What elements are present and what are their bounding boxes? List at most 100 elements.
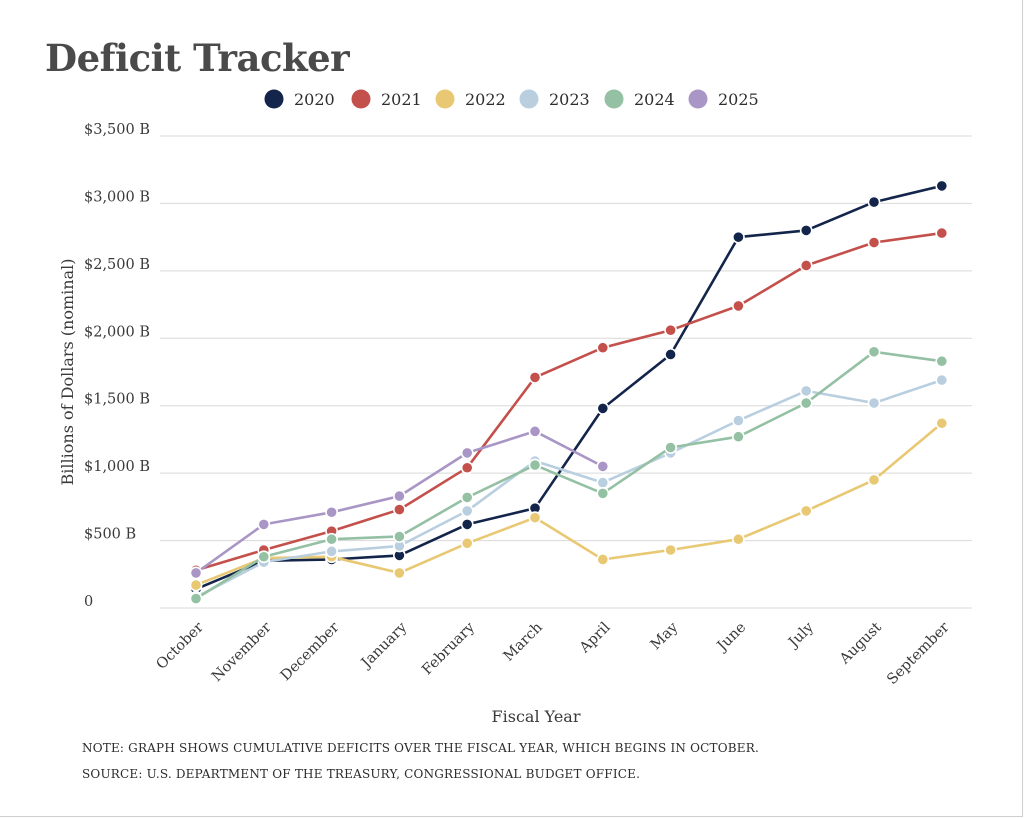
x-tick-label: July — [785, 619, 818, 652]
x-tick-label: February — [419, 619, 478, 678]
legend-marker — [688, 89, 708, 109]
data-point — [935, 416, 949, 430]
data-point — [867, 396, 881, 410]
series-line-2022 — [195, 422, 943, 587]
legend-item-2020: 2020 — [264, 89, 335, 109]
data-point — [257, 517, 271, 531]
x-tick-label: August — [836, 619, 885, 668]
y-tick-label: $1,000 B — [84, 459, 150, 475]
data-point — [460, 461, 474, 475]
grid-lines — [160, 135, 972, 609]
data-point — [325, 505, 338, 519]
x-tick-label: January — [357, 619, 411, 673]
x-tick-label: November — [209, 619, 275, 685]
y-tick-label: $2,500 B — [84, 257, 150, 273]
data-point — [596, 402, 610, 415]
data-point — [528, 458, 542, 472]
data-point — [460, 504, 474, 518]
legend-label: 2023 — [549, 90, 590, 109]
y-tick-label: $3,500 B — [84, 122, 150, 138]
data-point — [460, 446, 474, 460]
y-tick-label: $3,000 B — [84, 189, 150, 205]
data-point — [664, 323, 677, 337]
data-point — [596, 476, 610, 489]
x-tick-label: December — [278, 619, 343, 684]
footnote-note: NOTE: GRAPH SHOWS CUMULATIVE DEFICITS OV… — [82, 741, 760, 755]
data-point — [799, 504, 813, 518]
y-tick-label: 0 — [84, 594, 93, 610]
footnote-source: SOURCE: U.S. DEPARTMENT OF THE TREASURY,… — [82, 767, 641, 781]
y-tick-label: $2,000 B — [84, 324, 150, 340]
data-point — [799, 259, 813, 272]
series-line-2021 — [195, 231, 942, 572]
y-tick-label: $1,500 B — [84, 392, 150, 408]
data-point — [257, 550, 271, 564]
data-point — [596, 341, 610, 355]
y-axis-ticks: 0 $500 B $1,000 B $1,500 B $2,000 B $2,500 B $… — [84, 122, 150, 610]
y-axis-label: Billions of Dollars (nominal) — [58, 259, 77, 486]
data-point — [867, 195, 881, 209]
legend-label: 2022 — [465, 90, 506, 109]
legend-label: 2025 — [718, 90, 759, 109]
data-point — [732, 230, 745, 244]
data-point — [664, 441, 677, 454]
data-point — [528, 424, 542, 438]
data-point — [799, 396, 813, 410]
x-tick-label: June — [713, 620, 749, 656]
legend-item-2025: 2025 — [688, 89, 759, 109]
data-point — [392, 489, 406, 503]
legend-label: 2020 — [294, 90, 335, 109]
chart-title: Deficit Tracker — [45, 36, 350, 80]
series-line-2020 — [195, 184, 943, 591]
data-point — [935, 226, 949, 240]
series-2023 — [189, 373, 949, 604]
legend: 2020 2021 2022 2023 2024 2025 — [264, 89, 759, 109]
data-point — [460, 517, 474, 531]
data-point — [528, 370, 542, 384]
legend-label: 2024 — [634, 90, 675, 109]
series-line-2024 — [195, 350, 942, 600]
data-point — [732, 532, 745, 546]
series-2022 — [189, 416, 949, 592]
data-point — [325, 532, 338, 546]
data-point — [528, 511, 542, 525]
data-point — [460, 491, 474, 504]
data-point — [867, 473, 881, 487]
data-point — [664, 348, 677, 361]
legend-marker — [604, 89, 624, 109]
x-tick-label: April — [576, 619, 614, 657]
data-point — [189, 578, 203, 592]
series-2020 — [189, 179, 949, 596]
data-point — [325, 544, 338, 558]
data-point — [392, 530, 406, 543]
data-point — [799, 384, 813, 398]
data-point — [935, 179, 949, 193]
data-point — [732, 414, 745, 427]
data-point — [867, 236, 881, 249]
data-point — [799, 223, 813, 237]
x-axis-label: Fiscal Year — [492, 707, 581, 726]
data-point — [392, 566, 406, 580]
x-axis-ticks: October November December January February Ma… — [154, 619, 953, 688]
x-tick-label: May — [648, 619, 682, 653]
data-point — [935, 373, 949, 387]
legend-item-2021: 2021 — [351, 89, 422, 109]
legend-marker — [519, 89, 539, 109]
data-point — [935, 354, 949, 368]
series-line-2023 — [195, 378, 943, 599]
series-2021 — [189, 226, 949, 577]
legend-marker — [264, 89, 284, 109]
deficit-line-chart: 0 $500 B $1,000 B $1,500 B $2,000 B $2,500 B $… — [58, 89, 972, 726]
legend-item-2022: 2022 — [435, 89, 506, 109]
y-tick-label: $500 B — [84, 527, 136, 543]
data-point — [596, 553, 610, 566]
data-point — [460, 536, 474, 550]
series-2024 — [189, 345, 949, 605]
data-point — [664, 543, 677, 557]
data-point — [189, 592, 203, 605]
legend-marker — [435, 89, 455, 109]
data-point — [867, 345, 881, 359]
legend-marker — [351, 89, 371, 109]
data-point — [596, 486, 610, 500]
data-point — [732, 299, 745, 313]
